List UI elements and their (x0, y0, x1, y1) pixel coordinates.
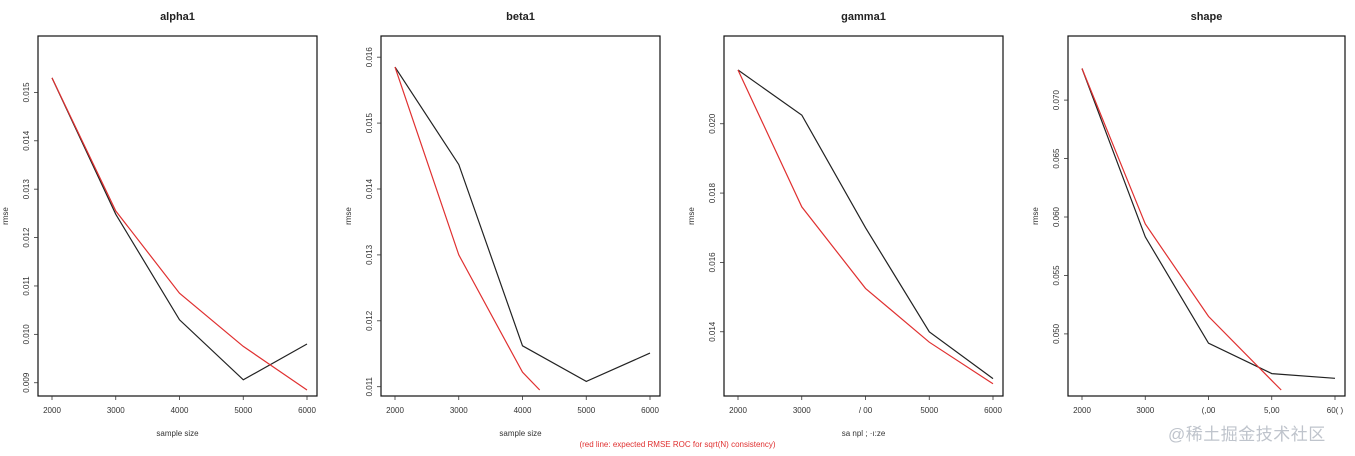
x-tick-label: 4000 (514, 406, 532, 415)
y-tick-label: 0.065 (1052, 148, 1061, 169)
y-tick-label: 0.020 (708, 113, 717, 134)
x-tick-label: 6000 (984, 406, 1002, 415)
x-axis-label: sample size (156, 429, 199, 438)
y-tick-label: 0.016 (365, 47, 374, 68)
y-tick-label: 0.014 (365, 178, 374, 199)
y-tick-label: 0.011 (365, 376, 374, 396)
y-tick-label: 0.009 (22, 372, 31, 393)
y-tick-label: 0.013 (365, 244, 374, 265)
chart-caption: (red line: expected RMSE ROC for sqrt(N)… (579, 440, 776, 449)
x-tick-label: 2000 (1073, 406, 1091, 415)
chart-panel-beta1: beta1 2000 3000 4000 5000 6000 0.011 0.012 0.013… (344, 11, 661, 438)
series-line-rmse (1081, 68, 1336, 379)
x-tick-label: 3000 (1136, 406, 1154, 415)
x-axis-label: sample size (499, 429, 542, 438)
chart-title: shape (1191, 11, 1223, 23)
chart-panel-gamma1: gamma1 2000 3000 / 00 5000 6000 0.014 0.016 0.01… (687, 11, 1004, 438)
x-tick-label: 2000 (43, 406, 61, 415)
y-tick-label: 0.014 (708, 321, 717, 342)
series-line-rmse (394, 66, 651, 383)
y-tick-label: 0.018 (708, 183, 717, 204)
y-tick-label: 0.013 (22, 179, 31, 200)
plot-frame (1067, 35, 1346, 397)
y-tick-label: 0.070 (1052, 90, 1061, 111)
y-tick-label: 0.060 (1052, 206, 1061, 227)
chart-title: gamma1 (841, 11, 886, 23)
series-line-expected (394, 66, 541, 391)
y-tick-label: 0.012 (365, 310, 374, 331)
x-tick-label: 3000 (793, 406, 811, 415)
y-tick-label: 0.010 (22, 324, 31, 345)
y-tick-label: 0.014 (22, 130, 31, 151)
y-axis-label: rmse (1031, 207, 1040, 225)
x-tick-label: 6000 (298, 406, 316, 415)
x-tick-label: 5,00 (1264, 406, 1280, 415)
series-line-expected (1081, 68, 1282, 391)
x-tick-label: 5000 (577, 406, 595, 415)
series-line-rmse (51, 77, 308, 381)
x-tick-label: 5000 (920, 406, 938, 415)
y-tick-label: 0.015 (22, 82, 31, 103)
x-axis-label: sa npl ; ·ı:ze (842, 429, 886, 438)
series-line-expected (737, 69, 994, 385)
x-tick-label: 5000 (234, 406, 252, 415)
chart-panel-shape: shape 2000 3000 (,00 5,00 60( ) 0.050 0.055 0.06… (1031, 11, 1346, 415)
chart-panel-alpha1: alpha1 2000 3000 4000 5000 6000 0.009 0.010 0.01… (1, 11, 318, 438)
x-tick-label: 2000 (386, 406, 404, 415)
x-tick-label: 60( ) (1327, 406, 1344, 415)
plot-frame (37, 35, 318, 397)
y-tick-label: 0.055 (1052, 265, 1061, 286)
x-tick-label: 2000 (729, 406, 747, 415)
chart-title: alpha1 (160, 11, 195, 23)
x-tick-label: 6000 (641, 406, 659, 415)
y-axis-label: rmse (687, 207, 696, 225)
x-tick-label: 3000 (450, 406, 468, 415)
y-tick-label: 0.016 (708, 252, 717, 273)
y-axis-label: rmse (344, 207, 353, 225)
x-tick-label: (,00 (1202, 406, 1216, 415)
y-tick-label: 0.050 (1052, 323, 1061, 344)
x-tick-label: / 00 (859, 406, 873, 415)
x-tick-label: 3000 (107, 406, 125, 415)
y-tick-label: 0.011 (22, 276, 31, 296)
y-axis-label: rmse (1, 207, 10, 225)
y-tick-label: 0.015 (365, 113, 374, 134)
watermark: @稀土掘金技术社区 (1168, 425, 1326, 444)
x-tick-label: 4000 (171, 406, 189, 415)
plot-frame (723, 35, 1004, 397)
series-line-rmse (737, 69, 994, 380)
series-line-expected (51, 77, 308, 391)
y-tick-label: 0.012 (22, 227, 31, 248)
chart-title: beta1 (506, 11, 535, 23)
plot-frame (380, 35, 661, 397)
